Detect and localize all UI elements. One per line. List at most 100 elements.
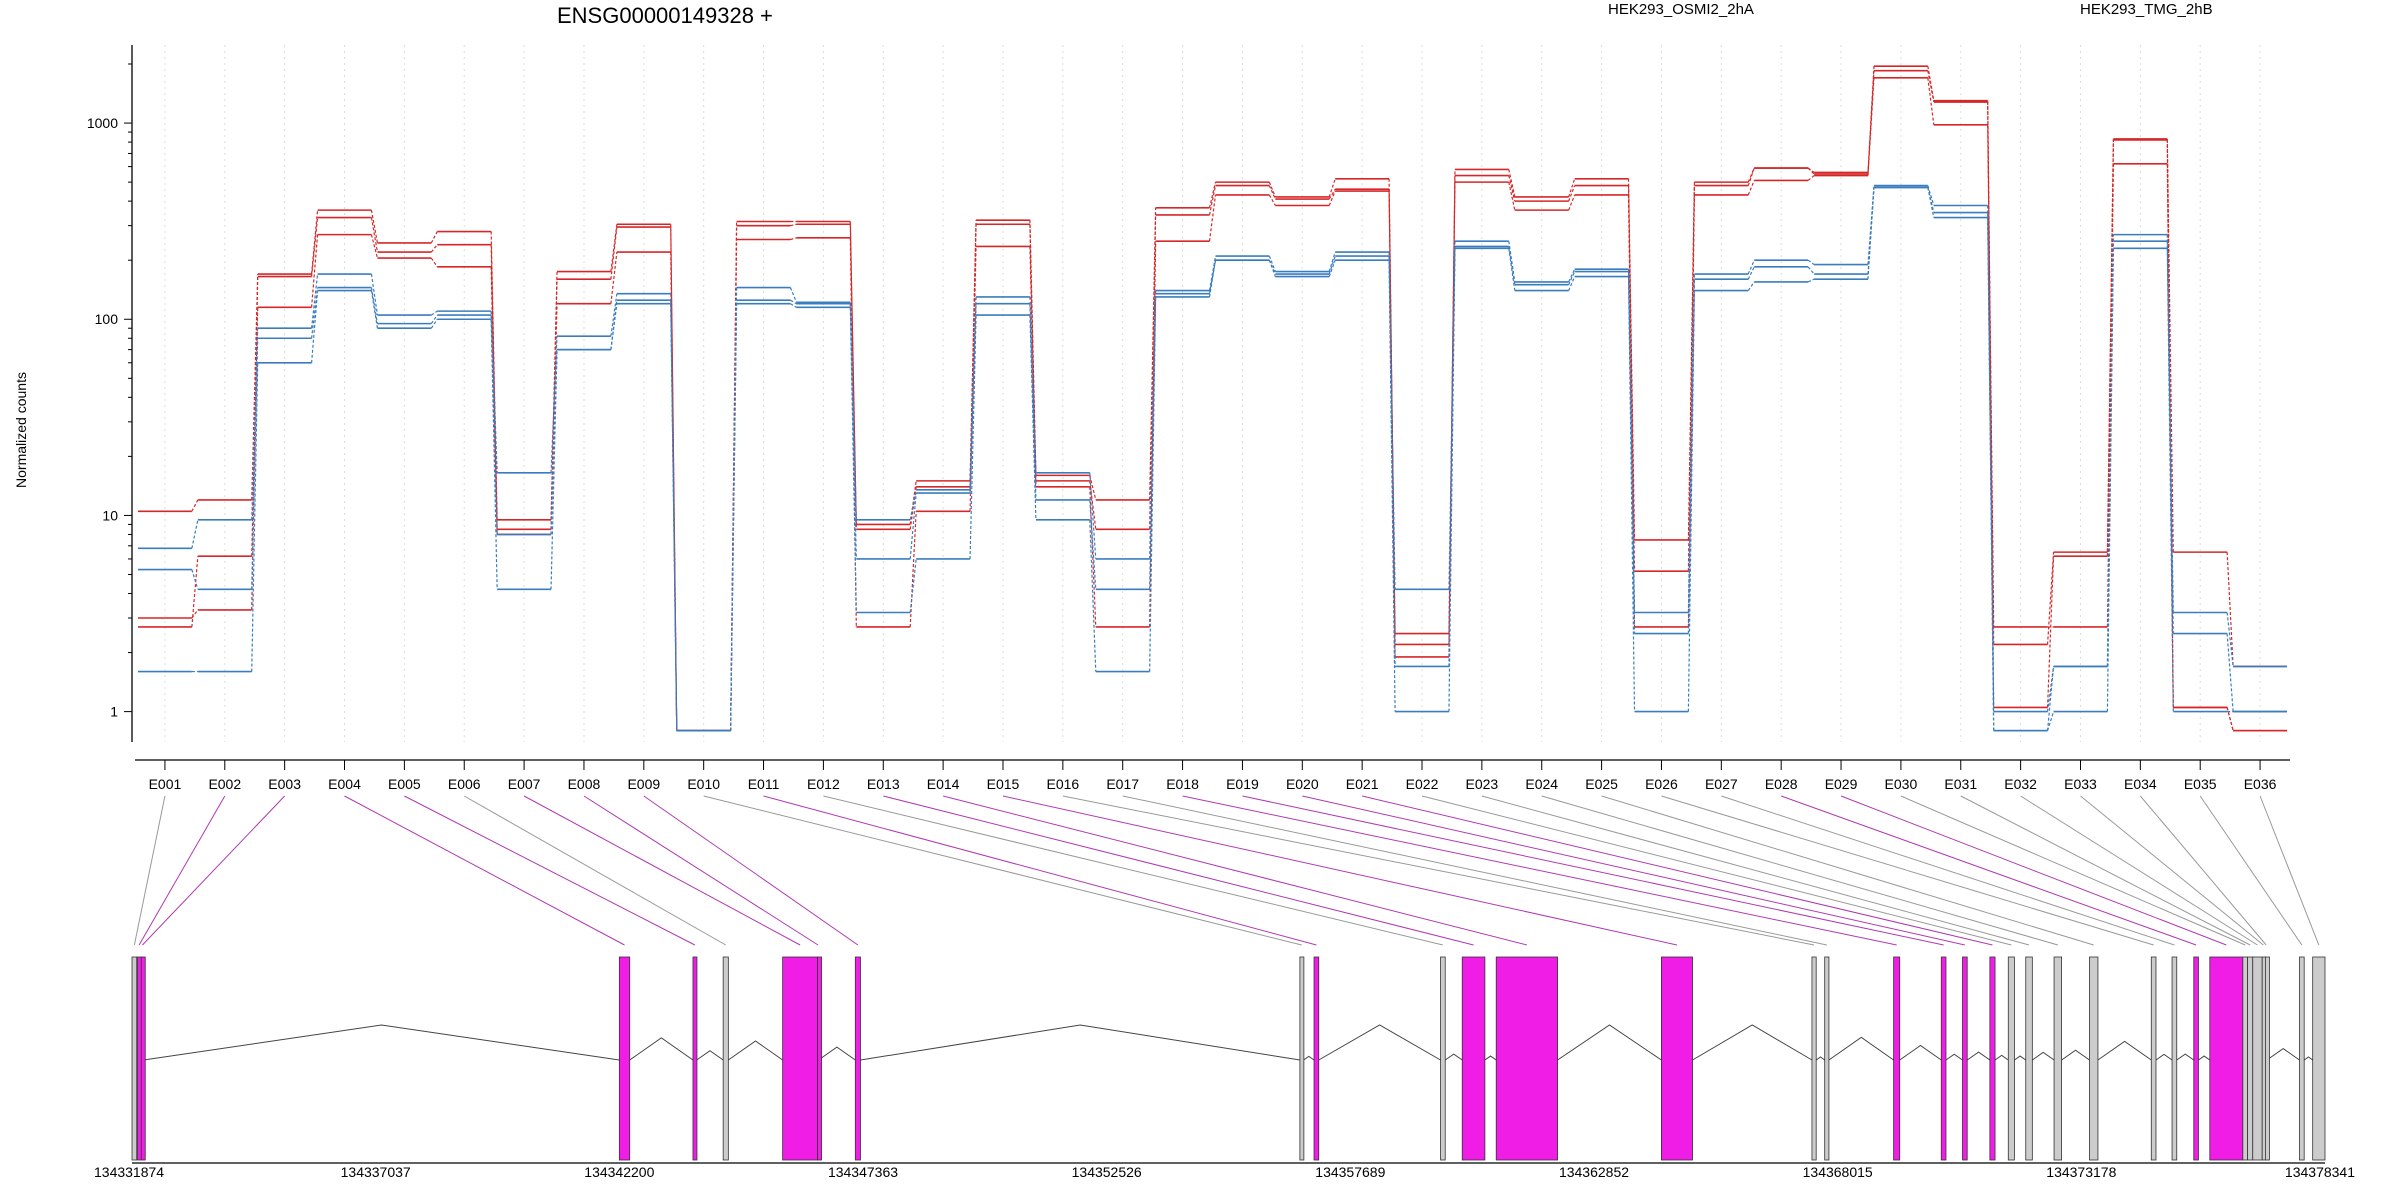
step-connector: [2106, 248, 2115, 712]
intron-line: [860, 1024, 1300, 1061]
step-connector: [310, 273, 319, 329]
exon-label-e022: E022: [1406, 776, 1439, 792]
step-connector: [969, 303, 977, 494]
step-connector: [909, 489, 917, 520]
series-5: [138, 186, 2287, 732]
exon-label-e036: E036: [2244, 776, 2277, 792]
y-tick-label: 1000: [87, 115, 118, 131]
step-connector: [191, 519, 199, 549]
coord-tick-label: 134352526: [1072, 1164, 1142, 1180]
connector-e026: [1661, 795, 2154, 946]
step-connector: [1867, 187, 1875, 280]
exon-label-e035: E035: [2184, 776, 2217, 792]
exon-label-e007: E007: [508, 776, 541, 792]
intron-line: [1966, 1051, 1991, 1061]
exon-label-e008: E008: [568, 776, 601, 792]
exon-box-e032: [2252, 956, 2263, 1161]
exon-label-e012: E012: [807, 776, 840, 792]
series-3: [138, 77, 2287, 732]
y-axis-label: Normalized counts: [13, 372, 29, 488]
step-connector: [430, 231, 438, 244]
step-connector: [1987, 205, 1995, 712]
step-connector: [1089, 475, 1097, 501]
intron-line: [1828, 1036, 1894, 1061]
exon-label-e006: E006: [448, 776, 481, 792]
step-connector: [1508, 175, 1516, 202]
connector-e030: [1900, 795, 2246, 946]
intron-line: [2176, 1053, 2195, 1061]
step-connector: [430, 257, 438, 268]
step-connector: [191, 569, 199, 590]
step-connector: [1687, 290, 1695, 712]
step-connector: [1208, 194, 1217, 242]
step-connector: [2166, 139, 2174, 708]
step-connector: [1568, 178, 1576, 198]
connector-e015: [1002, 795, 1678, 946]
step-connector: [1328, 188, 1336, 200]
exon-label-e009: E009: [627, 776, 660, 792]
exon-box-e028: [2193, 956, 2199, 1161]
step-connector: [1747, 266, 1755, 280]
exon-box-e018: [1893, 956, 1901, 1161]
step-connector: [790, 223, 797, 227]
intron-line: [1945, 1053, 1963, 1061]
step-connector: [370, 273, 379, 316]
exon-label-e025: E025: [1585, 776, 1618, 792]
coord-tick-label: 134357689: [1315, 1164, 1385, 1180]
intron-line: [1444, 1053, 1463, 1061]
step-connector: [2166, 241, 2174, 634]
step-connector: [191, 499, 199, 512]
exon-label-e002: E002: [208, 776, 241, 792]
step-connector: [550, 303, 558, 535]
step-connector: [1568, 194, 1576, 211]
intron-line: [728, 1040, 783, 1061]
step-connector: [2046, 666, 2055, 712]
intron-line: [2032, 1051, 2055, 1061]
step-connector: [370, 234, 379, 259]
step-connector: [610, 293, 618, 337]
connector-e021: [1362, 795, 1993, 946]
step-connector: [2166, 248, 2174, 712]
step-connector: [1807, 278, 1815, 283]
connector-e006: [463, 795, 727, 946]
intron-line: [2155, 1053, 2173, 1061]
vertical-grid: [164, 45, 2261, 742]
exon-box-e014: [1495, 956, 1558, 1161]
step-connector: [550, 336, 558, 473]
exon-box-e029: [2209, 956, 2244, 1161]
step-connector: [790, 303, 797, 308]
connector-e016: [1062, 795, 1815, 946]
connector-e001: [133, 795, 166, 946]
step-connector: [1867, 77, 1875, 176]
intron-line: [818, 1046, 856, 1061]
step-connector: [370, 287, 379, 324]
step-connector: [610, 252, 618, 304]
exon-box-e001: [131, 956, 138, 1161]
connector-e035: [2199, 795, 2303, 946]
exon-box-e019: [1940, 956, 1947, 1161]
step-connector: [1927, 66, 1935, 101]
connector-e020: [1302, 795, 1965, 946]
step-connector: [1867, 187, 1875, 275]
connector-e034: [2139, 795, 2267, 946]
intron-line: [1557, 1024, 1662, 1061]
step-connector: [370, 217, 379, 253]
exon-label-e016: E016: [1046, 776, 1079, 792]
exon-box-e004: [618, 956, 631, 1161]
step-connector: [849, 303, 857, 559]
series-2: [138, 69, 2287, 732]
exon-axis: E001 E002 E003 E004 E005 E006 E007 E008 E009 E010…: [135, 759, 2290, 792]
exon-box-e017: [1824, 956, 1830, 1161]
intron-line: [2014, 1055, 2027, 1061]
exon-box-e013: [1461, 956, 1486, 1161]
connector-e013: [883, 795, 1474, 946]
exon-box-e030: [2242, 956, 2248, 1161]
connector-e022: [1421, 795, 2012, 946]
step-connector: [610, 303, 618, 350]
step-connector: [370, 290, 379, 329]
exon-label-e017: E017: [1106, 776, 1139, 792]
step-connector: [1747, 180, 1755, 196]
step-connector: [1508, 169, 1516, 198]
step-connector: [1208, 181, 1217, 208]
connector-e011: [763, 795, 1317, 946]
